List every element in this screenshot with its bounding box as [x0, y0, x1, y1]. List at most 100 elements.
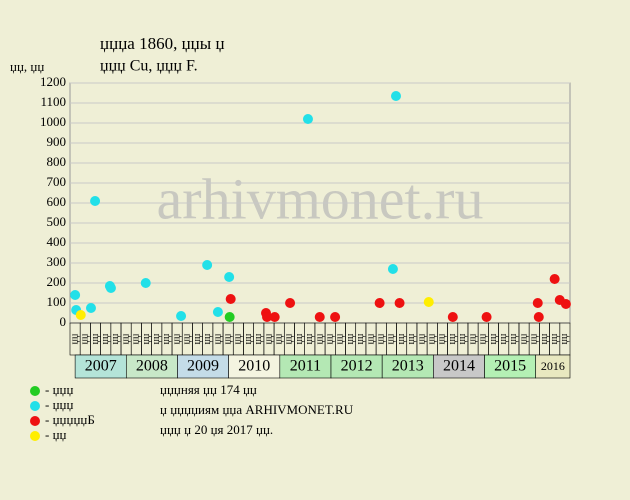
data-point: [202, 260, 213, 270]
data-point: [533, 312, 544, 322]
column-label: џџ: [478, 333, 489, 344]
data-point: [212, 307, 223, 317]
year-label: 2012: [341, 358, 373, 375]
y-tick-label: 1200: [40, 74, 66, 89]
y-tick-label: 100: [47, 294, 67, 309]
column-label: џџ: [110, 333, 121, 344]
column-label: џџ: [427, 333, 438, 344]
y-tick-label: 800: [47, 154, 67, 169]
y-tick-label: 1000: [40, 114, 66, 129]
chart-subtitle: џџџ Cu, џџџ F.: [100, 58, 198, 75]
column-label: џџ: [294, 333, 305, 344]
column-label: џџ: [171, 333, 182, 344]
year-label: 2008: [136, 358, 168, 375]
data-point: [532, 298, 543, 308]
column-label: џџ: [100, 333, 111, 344]
y-tick-label: 300: [47, 254, 67, 269]
y-tick-label: 900: [47, 134, 67, 149]
y-tick-label: 700: [47, 174, 67, 189]
column-label: џџ: [80, 333, 91, 344]
data-point: [549, 274, 560, 284]
note: џџџняя џџ 174 џџ: [160, 382, 257, 397]
year-label: 2010: [238, 358, 270, 375]
data-point: [314, 312, 325, 322]
column-label: џџ: [90, 333, 101, 344]
data-point: [269, 312, 280, 322]
year-label: 2013: [392, 358, 424, 375]
column-label: џџ: [202, 333, 213, 344]
column-label: џџ: [243, 333, 254, 344]
year-label: 2011: [290, 358, 321, 375]
watermark: arhivmonet.ru: [157, 166, 484, 231]
column-label: џџ: [161, 333, 172, 344]
y-tick-label: 0: [60, 314, 67, 329]
data-point: [481, 312, 492, 322]
column-label: џџ: [559, 333, 570, 344]
legend-label: - џџ: [45, 427, 67, 442]
data-point: [285, 298, 296, 308]
column-label: џџ: [314, 333, 325, 344]
column-label: џџ: [508, 333, 519, 344]
legend-marker: [30, 416, 40, 426]
data-point: [105, 283, 116, 293]
legend-label: - џџџџџБ: [45, 412, 95, 427]
column-label: џџ: [345, 333, 356, 344]
chart-title: џџџа 1860, џџы џ: [100, 34, 225, 53]
y-tick-label: 400: [47, 234, 67, 249]
column-label: џџ: [386, 333, 397, 344]
column-label: џџ: [335, 333, 346, 344]
column-label: џџ: [120, 333, 131, 344]
data-point: [302, 114, 313, 124]
column-label: џџ: [365, 333, 376, 344]
column-label: џџ: [396, 333, 407, 344]
legend-marker: [30, 431, 40, 441]
column-label: џџ: [182, 333, 193, 344]
data-point: [394, 298, 405, 308]
data-point: [447, 312, 458, 322]
data-point: [75, 310, 86, 320]
data-point: [262, 312, 273, 322]
legend-label: - џџџ: [45, 397, 73, 412]
column-label: џџ: [131, 333, 142, 344]
column-label: џџ: [467, 333, 478, 344]
column-label: џџ: [325, 333, 336, 344]
column-label: џџ: [437, 333, 448, 344]
legend-marker: [30, 401, 40, 411]
data-point: [374, 298, 385, 308]
column-label: џџ: [263, 333, 274, 344]
data-point: [225, 294, 236, 304]
data-point: [390, 91, 401, 101]
data-point: [224, 312, 235, 322]
column-label: џџ: [355, 333, 366, 344]
y-tick-label: 1100: [40, 94, 66, 109]
column-label: џџ: [192, 333, 203, 344]
column-label: џџ: [233, 333, 244, 344]
column-label: џџ: [141, 333, 152, 344]
legend-label: - џџџ: [45, 382, 73, 397]
column-label: џџ: [498, 333, 509, 344]
column-label: џџ: [488, 333, 499, 344]
column-label: џџ: [273, 333, 284, 344]
column-label: џџ: [151, 333, 162, 344]
y-tick-label: 600: [47, 194, 67, 209]
data-point: [224, 272, 235, 282]
data-point: [85, 303, 96, 313]
y-tick-label: 200: [47, 274, 67, 289]
year-band: [535, 354, 571, 379]
column-label: џџ: [518, 333, 529, 344]
column-label: џџ: [304, 333, 315, 344]
data-point: [90, 196, 101, 206]
note: џџџ џ 20 џя 2017 џџ.: [160, 422, 273, 437]
column-label: џџ: [253, 333, 264, 344]
legend-marker: [30, 386, 40, 396]
column-label: џџ: [212, 333, 223, 344]
year-label: 2007: [85, 358, 117, 375]
column-label: џџ: [284, 333, 295, 344]
data-point: [330, 312, 341, 322]
data-point: [423, 297, 434, 307]
year-label: 2014: [443, 358, 475, 375]
year-label: 2016: [541, 359, 565, 373]
note: џ џџџџиям џџа ARHIVMONET.RU: [160, 402, 354, 417]
column-label: џџ: [376, 333, 387, 344]
